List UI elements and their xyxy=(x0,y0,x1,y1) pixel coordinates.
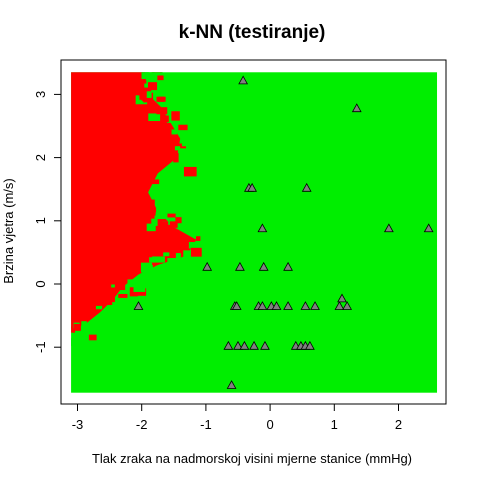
data-point-20 xyxy=(300,301,311,310)
x-tick-label-2: -1 xyxy=(200,417,212,432)
plot-area xyxy=(60,59,447,405)
x-tick-label-1: -2 xyxy=(136,417,148,432)
x-tick-label-4: 1 xyxy=(331,417,338,432)
x-axis: -3 -2 -1 0 1 2 xyxy=(72,404,402,432)
data-point-1 xyxy=(351,103,362,113)
x-axis-label: Tlak zraka na nadmorskoj visini mjerne s… xyxy=(92,451,412,466)
data-point-29 xyxy=(260,340,270,350)
plot-frame xyxy=(60,59,447,405)
chart-title: k-NN (testiranje) xyxy=(179,22,326,43)
x-tick-label-5: 2 xyxy=(395,417,402,432)
data-point-16 xyxy=(257,301,268,310)
x-tick-label-0: -3 xyxy=(72,417,84,432)
boundary-noise xyxy=(71,72,214,347)
data-point-26 xyxy=(233,340,243,350)
data-point-24 xyxy=(337,293,347,303)
data-point-3 xyxy=(247,182,258,192)
data-point-6 xyxy=(383,223,394,233)
data-point-4 xyxy=(301,182,312,192)
data-point-34 xyxy=(226,380,237,389)
data-point-14 xyxy=(231,301,242,310)
data-point-9 xyxy=(235,261,245,271)
y-tick-label-4: 3 xyxy=(33,91,48,98)
y-tick-label-1: 0 xyxy=(33,280,48,287)
data-point-19 xyxy=(283,301,293,310)
y-axis-label: Brzina vjetra (m/s) xyxy=(1,178,16,283)
y-tick-label-3: 2 xyxy=(33,154,48,161)
data-point-22 xyxy=(334,301,345,310)
data-point-27 xyxy=(239,340,250,350)
y-axis: -1 0 1 2 3 xyxy=(33,91,61,353)
data-point-33 xyxy=(305,340,315,350)
data-point-28 xyxy=(249,340,259,350)
data-point-25 xyxy=(223,340,234,350)
data-point-8 xyxy=(202,261,213,271)
x-tick-label-3: 0 xyxy=(266,417,273,432)
data-point-12 xyxy=(133,301,144,310)
data-point-0 xyxy=(238,75,249,85)
data-point-11 xyxy=(283,261,293,271)
data-point-7 xyxy=(423,223,434,233)
data-point-21 xyxy=(310,301,320,310)
data-point-10 xyxy=(258,261,269,271)
data-point-18 xyxy=(271,301,282,310)
y-tick-label-2: 1 xyxy=(33,217,48,224)
data-point-5 xyxy=(257,223,268,233)
y-tick-label-0: -1 xyxy=(33,341,48,353)
data-point-23 xyxy=(342,301,353,310)
